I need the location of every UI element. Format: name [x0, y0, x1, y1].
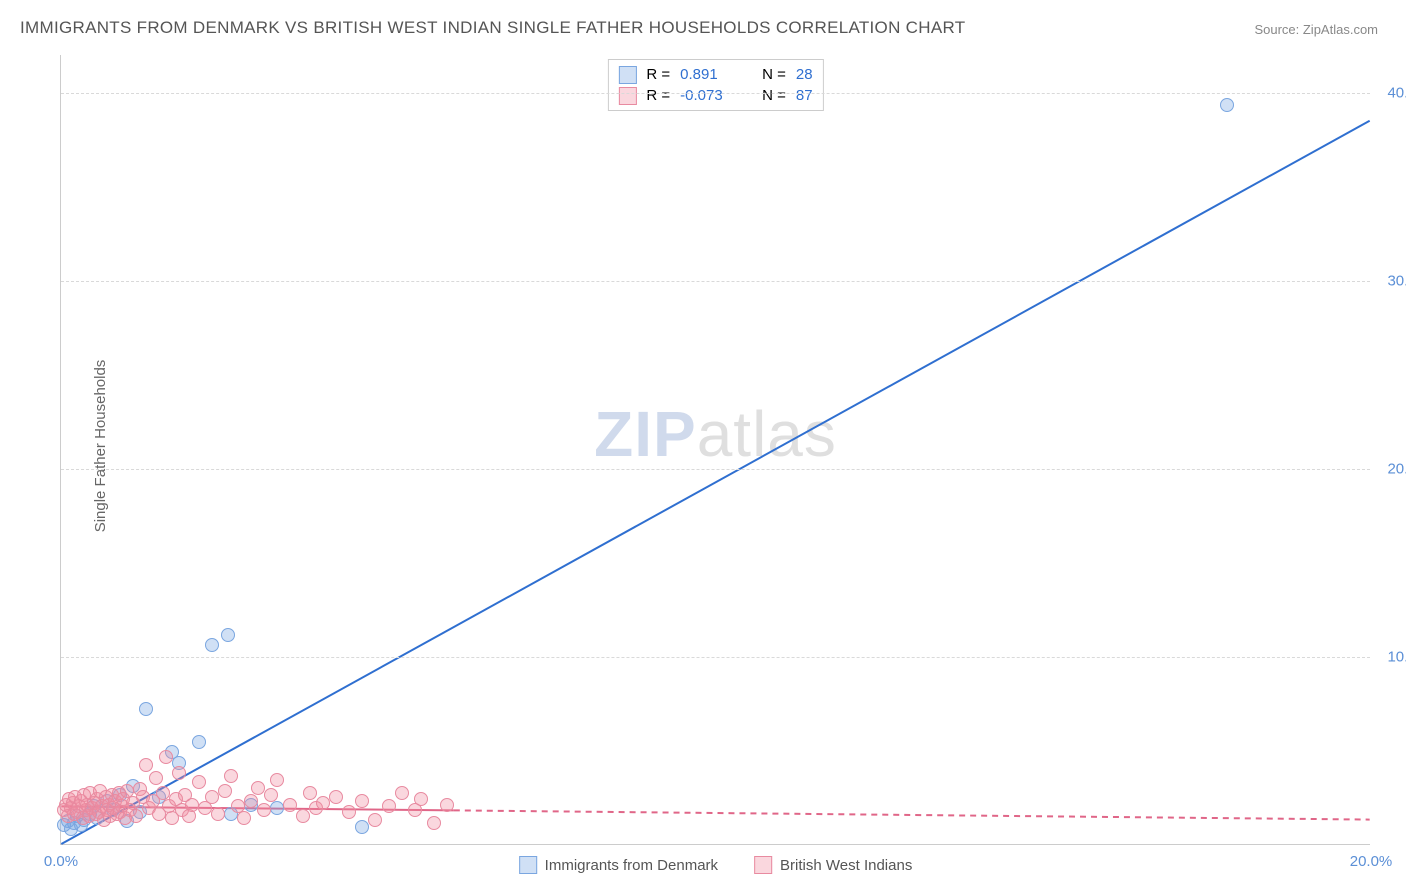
data-point — [283, 798, 297, 812]
data-point — [270, 773, 284, 787]
data-point — [303, 786, 317, 800]
x-tick-label: 0.0% — [44, 853, 78, 870]
data-point — [172, 766, 186, 780]
y-tick-label: 20.0% — [1375, 460, 1406, 477]
data-point — [414, 792, 428, 806]
gridline — [61, 469, 1370, 470]
data-point — [257, 803, 271, 817]
gridline — [61, 93, 1370, 94]
data-point — [192, 735, 206, 749]
data-point — [368, 813, 382, 827]
data-point — [395, 786, 409, 800]
data-point — [205, 638, 219, 652]
trend-lines-layer — [61, 55, 1370, 844]
gridline — [61, 657, 1370, 658]
r-label: R = — [646, 64, 670, 85]
y-tick-label: 40.0% — [1375, 84, 1406, 101]
y-tick-label: 10.0% — [1375, 648, 1406, 665]
data-point — [139, 758, 153, 772]
stats-row-denmark: R = 0.891 N = 28 — [618, 64, 812, 85]
data-point — [296, 809, 310, 823]
legend-label-bwi: British West Indians — [780, 857, 912, 874]
gridline — [61, 281, 1370, 282]
data-point — [440, 798, 454, 812]
watermark: ZIPatlas — [594, 397, 837, 471]
data-point — [224, 769, 238, 783]
data-point — [129, 809, 143, 823]
n-value-denmark: 28 — [796, 64, 813, 85]
series-legend: Immigrants from Denmark British West Ind… — [519, 856, 913, 874]
data-point — [264, 788, 278, 802]
data-point — [427, 816, 441, 830]
r-label: R = — [646, 85, 670, 106]
r-value-denmark: 0.891 — [680, 64, 734, 85]
data-point — [156, 786, 170, 800]
data-point — [218, 784, 232, 798]
data-point — [355, 820, 369, 834]
x-tick-label: 20.0% — [1350, 853, 1393, 870]
n-label: N = — [762, 64, 786, 85]
data-point — [211, 807, 225, 821]
data-point — [329, 790, 343, 804]
data-point — [382, 799, 396, 813]
plot-area: ZIPatlas R = 0.891 N = 28 R = -0.073 N =… — [60, 55, 1370, 845]
data-point — [205, 790, 219, 804]
n-value-bwi: 87 — [796, 85, 813, 106]
n-label: N = — [762, 85, 786, 106]
swatch-bwi — [618, 87, 636, 105]
data-point — [237, 811, 251, 825]
data-point — [1220, 98, 1234, 112]
data-point — [316, 796, 330, 810]
data-point — [355, 794, 369, 808]
r-value-bwi: -0.073 — [680, 85, 734, 106]
stats-legend: R = 0.891 N = 28 R = -0.073 N = 87 — [607, 59, 823, 111]
y-tick-label: 30.0% — [1375, 272, 1406, 289]
legend-item-bwi: British West Indians — [754, 856, 912, 874]
stats-row-bwi: R = -0.073 N = 87 — [618, 85, 812, 106]
chart-title: IMMIGRANTS FROM DENMARK VS BRITISH WEST … — [20, 18, 965, 38]
swatch-denmark — [519, 856, 537, 874]
legend-item-denmark: Immigrants from Denmark — [519, 856, 718, 874]
data-point — [251, 781, 265, 795]
legend-label-denmark: Immigrants from Denmark — [545, 857, 718, 874]
data-point — [192, 775, 206, 789]
source-attribution: Source: ZipAtlas.com — [1254, 22, 1378, 37]
swatch-bwi — [754, 856, 772, 874]
data-point — [185, 798, 199, 812]
data-point — [270, 801, 284, 815]
data-point — [342, 805, 356, 819]
data-point — [221, 628, 235, 642]
data-point — [244, 794, 258, 808]
data-point — [139, 702, 153, 716]
data-point — [149, 771, 163, 785]
swatch-denmark — [618, 66, 636, 84]
data-point — [159, 750, 173, 764]
